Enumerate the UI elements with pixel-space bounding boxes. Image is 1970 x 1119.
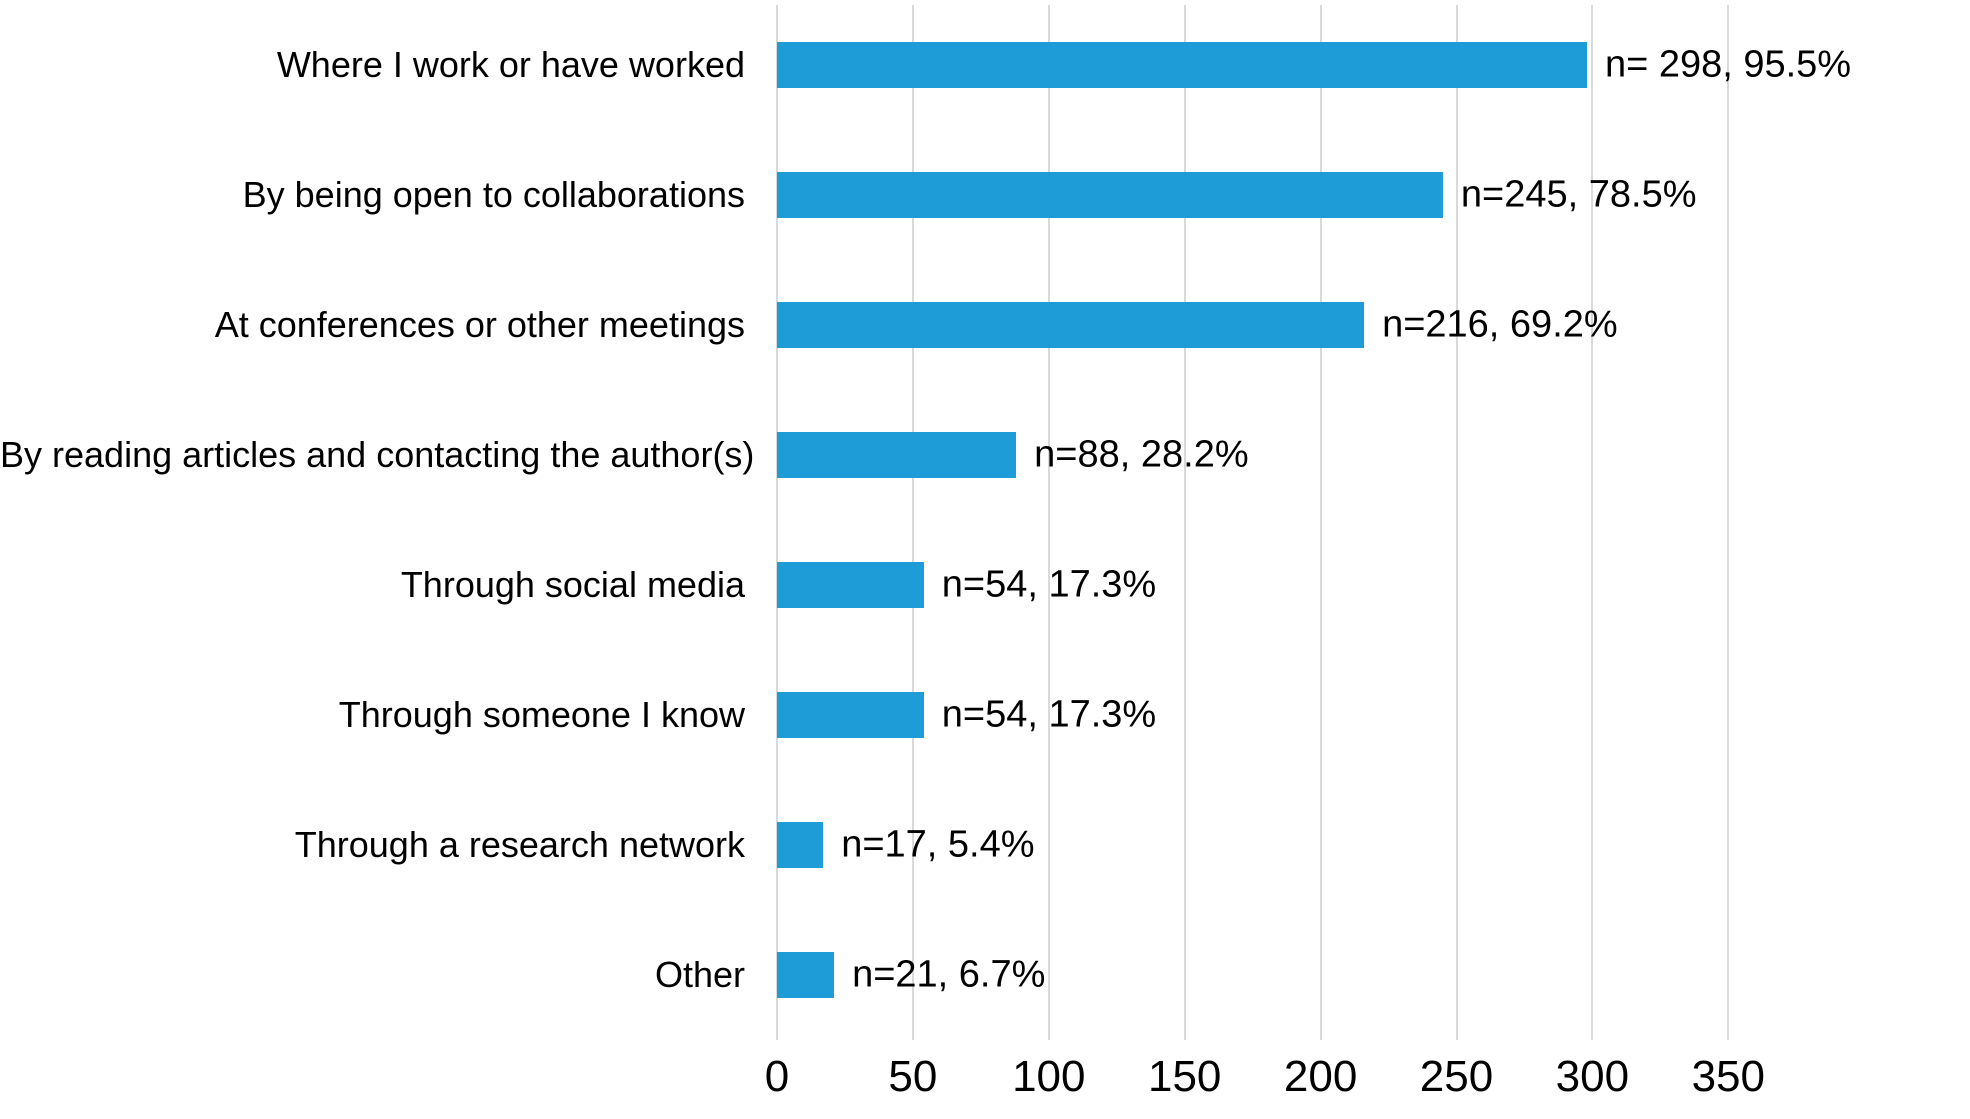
bar-value-label: n=54, 17.3% — [941, 563, 1157, 606]
bar-value-label: n=54, 17.3% — [941, 693, 1157, 736]
category-label: At conferences or other meetings — [214, 304, 745, 345]
bar-value-label: n=88, 28.2% — [1034, 433, 1249, 476]
gridline — [1727, 5, 1730, 1040]
x-axis-tick-label: 200 — [1283, 1052, 1358, 1101]
gridline — [1591, 5, 1594, 1040]
bar — [777, 432, 1017, 478]
bar-value-label: n= 298, 95.5% — [1604, 43, 1852, 86]
x-axis-tick-label: 300 — [1555, 1052, 1630, 1101]
x-axis-tick-label: 150 — [1147, 1052, 1222, 1101]
x-axis-tick-label: 250 — [1419, 1052, 1494, 1101]
bar — [777, 692, 924, 738]
bar-value-label: n=216, 69.2% — [1382, 303, 1618, 346]
gridline — [1183, 5, 1186, 1040]
x-axis-tick-label: 100 — [1012, 1052, 1086, 1101]
bar — [777, 42, 1587, 88]
bar — [777, 952, 835, 998]
category-label: Through a research network — [294, 824, 745, 865]
bar — [777, 302, 1365, 348]
bar-value-label: n=245, 78.5% — [1460, 173, 1697, 216]
category-label: Through someone I know — [338, 694, 745, 735]
category-label: Where I work or have worked — [276, 44, 745, 85]
category-label: Through social media — [400, 564, 745, 605]
category-label: Other — [654, 954, 745, 995]
gridline — [911, 5, 914, 1040]
bar — [777, 562, 924, 608]
bar — [777, 172, 1443, 218]
bar-value-label: n=17, 5.4% — [841, 823, 1035, 866]
bar — [777, 822, 824, 868]
x-axis-tick-label: 0 — [764, 1052, 790, 1101]
x-axis-tick-label: 350 — [1691, 1052, 1765, 1101]
gridline — [1047, 5, 1050, 1040]
category-label: By being open to collaborations — [242, 174, 745, 215]
gridline — [1455, 5, 1458, 1040]
gridline — [1319, 5, 1322, 1040]
bar-value-label: n=21, 6.7% — [852, 953, 1046, 996]
category-label: By reading articles and contacting the a… — [0, 434, 755, 475]
x-axis-tick-label: 50 — [888, 1052, 938, 1101]
gridline — [776, 5, 778, 1040]
